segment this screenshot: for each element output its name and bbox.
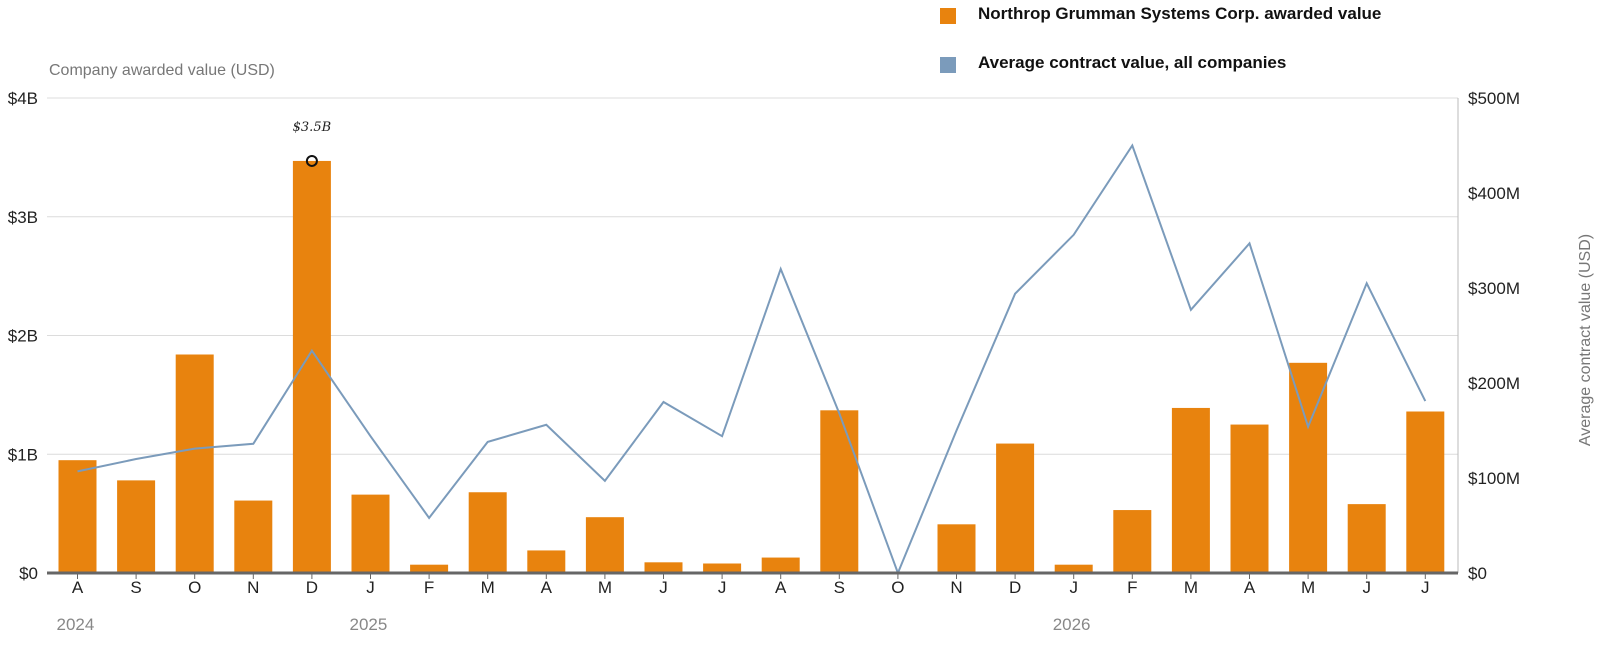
axes: $0 $1B $2B $3B $4B $0 $100M $200M $300M $400M $500… bbox=[8, 89, 1520, 634]
year-label: 2025 bbox=[350, 615, 388, 634]
bar bbox=[175, 354, 214, 573]
bar bbox=[1406, 411, 1445, 573]
x-axis-tick-label: N bbox=[247, 578, 259, 597]
x-axis-tick-label: O bbox=[891, 578, 904, 597]
x-axis-tick-label: J bbox=[1069, 578, 1078, 597]
bar bbox=[996, 443, 1035, 573]
bar bbox=[527, 550, 566, 573]
legend-swatch-average bbox=[940, 57, 956, 73]
x-axis-tick-label: D bbox=[1009, 578, 1021, 597]
x-axis-tick-label: A bbox=[775, 578, 787, 597]
left-axis-tick-label: $1B bbox=[8, 445, 38, 464]
x-axis-tick-label: M bbox=[598, 578, 612, 597]
right-axis-tick-label: $100M bbox=[1468, 469, 1520, 488]
right-axis-title: Average contract value (USD) bbox=[1577, 234, 1594, 446]
x-axis-tick-label: J bbox=[659, 578, 668, 597]
year-label: 2026 bbox=[1053, 615, 1091, 634]
x-axis-tick-label: A bbox=[1244, 578, 1256, 597]
average-line bbox=[77, 143, 1427, 576]
grid-lines bbox=[47, 97, 1458, 455]
x-axis-tick-label: N bbox=[950, 578, 962, 597]
line-series bbox=[77, 143, 1427, 576]
x-axis-tick-label: F bbox=[424, 578, 434, 597]
bar bbox=[1113, 510, 1152, 573]
x-axis-tick-label: J bbox=[718, 578, 727, 597]
legend-label-awarded: Northrop Grumman Systems Corp. awarded v… bbox=[978, 4, 1382, 23]
x-axis-tick-label: M bbox=[481, 578, 495, 597]
x-axis-tick-label: J bbox=[366, 578, 375, 597]
bar bbox=[937, 524, 976, 573]
annotation-label: $3.5B bbox=[293, 120, 332, 135]
annotation-marker bbox=[305, 154, 318, 167]
x-axis-tick-label: S bbox=[130, 578, 141, 597]
x-axis-tick-label: F bbox=[1127, 578, 1137, 597]
bar bbox=[117, 480, 156, 573]
x-axis-tick-label: J bbox=[1362, 578, 1371, 597]
x-axis-tick-label: D bbox=[306, 578, 318, 597]
x-axis-tick-label: M bbox=[1184, 578, 1198, 597]
bar bbox=[1171, 407, 1210, 573]
x-axis-tick-label: A bbox=[541, 578, 553, 597]
x-axis-tick-label: J bbox=[1421, 578, 1430, 597]
x-axis-tick-label: O bbox=[188, 578, 201, 597]
bar bbox=[58, 460, 97, 573]
bar bbox=[410, 564, 449, 573]
bar bbox=[292, 160, 331, 573]
legend-label-average: Average contract value, all companies bbox=[978, 53, 1287, 72]
bar bbox=[761, 557, 800, 573]
left-axis-tick-label: $2B bbox=[8, 327, 38, 346]
x-axis-tick-label: M bbox=[1301, 578, 1315, 597]
left-axis-tick-label: $4B bbox=[8, 89, 38, 108]
left-axis-tick-label: $3B bbox=[8, 208, 38, 227]
left-axis-tick-label: $0 bbox=[19, 564, 38, 583]
right-axis-tick-label: $0 bbox=[1468, 564, 1487, 583]
x-axis-tick-label: S bbox=[834, 578, 845, 597]
bar bbox=[1347, 504, 1386, 573]
bar bbox=[468, 492, 507, 573]
x-axis-tick-label: A bbox=[72, 578, 84, 597]
bar-series bbox=[58, 160, 1445, 573]
year-label: 2024 bbox=[57, 615, 95, 634]
left-axis-title: Company awarded value (USD) bbox=[49, 62, 275, 79]
bar bbox=[703, 563, 742, 573]
right-axis-tick-label: $400M bbox=[1468, 184, 1520, 203]
bar bbox=[1054, 564, 1093, 573]
right-axis-tick-label: $200M bbox=[1468, 374, 1520, 393]
bar bbox=[234, 500, 273, 573]
bar bbox=[351, 494, 390, 573]
legend-swatch-awarded bbox=[940, 8, 956, 24]
bar bbox=[585, 517, 624, 573]
right-axis-tick-label: $500M bbox=[1468, 89, 1520, 108]
bar bbox=[820, 410, 859, 573]
bar bbox=[1230, 424, 1269, 573]
right-axis-tick-label: $300M bbox=[1468, 279, 1520, 298]
bar bbox=[644, 562, 683, 573]
